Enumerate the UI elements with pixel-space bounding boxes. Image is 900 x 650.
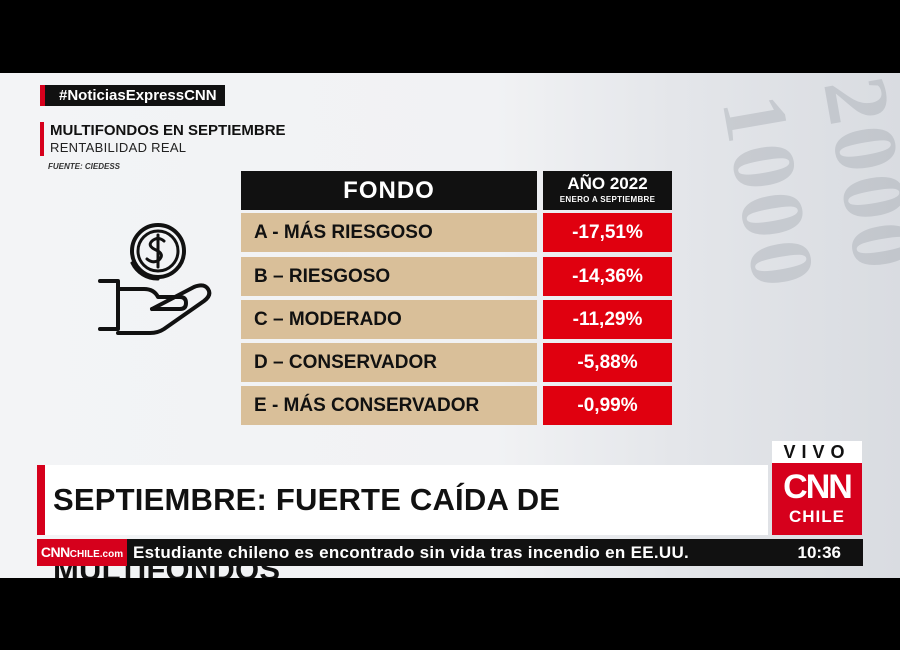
- ticker-logo: CNNCHILE.com: [37, 539, 127, 566]
- graphic-subtitle: RENTABILIDAD REAL: [50, 140, 187, 155]
- fund-row-d-name: D – CONSERVADOR: [241, 343, 537, 382]
- ticker-text: Estudiante chileno es encontrado sin vid…: [133, 543, 690, 562]
- cnn-chile-logo: CNN CHILE: [772, 463, 862, 535]
- fund-row-a-value: -17,51%: [543, 213, 672, 252]
- fund-row-b-name: B – RIESGOSO: [241, 257, 537, 296]
- fund-row-c-value: -11,29%: [543, 300, 672, 339]
- headline-text: SEPTIEMBRE: FUERTE CAÍDA DE MULTIFONDOS: [53, 482, 561, 578]
- hand-with-dollar-coin-icon: [98, 223, 212, 335]
- fund-row-e-value: -0,99%: [543, 386, 672, 425]
- fund-row-c-name: C – MODERADO: [241, 300, 537, 339]
- source-note: FUENTE: CIEDESS: [48, 162, 121, 171]
- column-header-fondo: FONDO: [241, 171, 537, 210]
- fund-row-d-value: -5,88%: [543, 343, 672, 382]
- cnn-logo-text: CNN: [783, 468, 853, 506]
- graphic-title-block: MULTIFONDOS EN SEPTIEMBRE RENTABILIDAD R…: [40, 122, 286, 156]
- news-ticker: CNNCHILE.com Estudiante chileno es encon…: [37, 539, 863, 566]
- live-label: VIVO: [772, 441, 862, 463]
- ticker-logo-main: CNN: [40, 544, 70, 560]
- graphic-title: MULTIFONDOS EN SEPTIEMBRE: [50, 122, 286, 139]
- column-header-year: AÑO 2022 ENERO A SEPTIEMBRE: [543, 171, 672, 210]
- letterbox-bottom: [0, 578, 900, 650]
- header-year-label: AÑO 2022: [567, 174, 648, 193]
- headline-bar: SEPTIEMBRE: FUERTE CAÍDA DE MULTIFONDOS: [37, 465, 768, 578]
- cnn-country-text: CHILE: [789, 507, 845, 526]
- broadcast-frame: 2000 1000 #NoticiasExpressCNN MULTIFONDOS…: [0, 73, 900, 578]
- ticker-clock: 10:36: [797, 543, 841, 562]
- fund-row-e-name: E - MÁS CONSERVADOR: [241, 386, 537, 425]
- ticker-logo-sub: CHILE.com: [69, 549, 124, 560]
- header-period-label: ENERO A SEPTIEMBRE: [559, 195, 656, 204]
- fund-row-b-value: -14,36%: [543, 257, 672, 296]
- fund-row-a-name: A - MÁS RIESGOSO: [241, 213, 537, 252]
- letterbox-top: [0, 0, 900, 73]
- hashtag-label: #NoticiasExpressCNN: [40, 85, 225, 106]
